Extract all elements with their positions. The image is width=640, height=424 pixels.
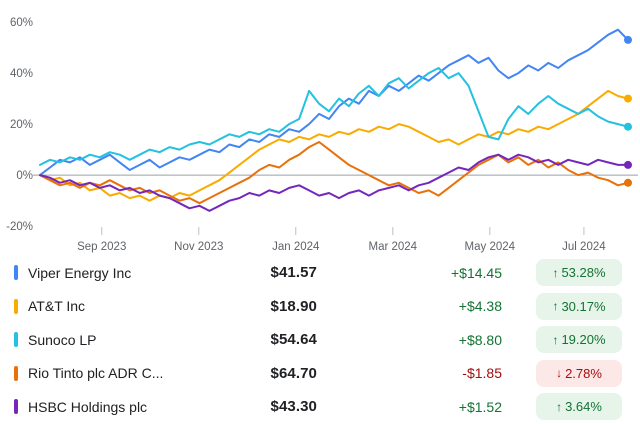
series-name: Rio Tinto plc ADR C...	[28, 365, 164, 382]
y-tick-label: -20%	[6, 221, 33, 233]
x-tick-label: Sep 2023	[77, 241, 126, 253]
series-color-bar	[14, 332, 18, 348]
change-value: +$4.38	[458, 298, 502, 315]
legend-row-hsbc[interactable]: HSBC Holdings plc $43.30 +$1.52 ↑ 3.64%	[14, 390, 622, 424]
series-end-dot-att	[624, 94, 632, 103]
series-name: Viper Energy Inc	[28, 264, 132, 281]
percent-value: 30.17%	[561, 298, 606, 314]
y-tick-label: 20%	[10, 119, 33, 131]
x-tick-label: Jan 2024	[272, 241, 320, 253]
percent-badge: ↑ 53.28%	[536, 259, 622, 287]
percent-value: 53.28%	[561, 265, 606, 281]
series-name: HSBC Holdings plc	[28, 398, 148, 415]
change-value: -$1.85	[462, 365, 502, 382]
series-end-dot-hsbc	[624, 160, 632, 169]
series-line-hsbc	[39, 153, 629, 212]
x-tick-label: Jul 2024	[562, 241, 606, 253]
price-value: $18.90	[270, 297, 317, 315]
price-value: $41.57	[270, 264, 317, 282]
change-value: +$1.52	[458, 398, 502, 415]
price-change-chart[interactable]: 60% 40% 20% 0% -20% Sep 2023 Nov 2023 Jan 2024 M…	[0, 0, 640, 253]
percent-badge: ↑ 30.17%	[536, 292, 622, 320]
series-color-bar	[14, 365, 18, 381]
trend-arrow-icon: ↑	[556, 399, 563, 414]
percent-value: 19.20%	[561, 332, 606, 348]
series-end-dot-viper-energy	[624, 35, 632, 44]
series-color-bar	[14, 399, 18, 415]
series-line-att	[39, 89, 629, 202]
x-tick-label: Nov 2023	[174, 241, 223, 253]
trend-arrow-icon: ↑	[552, 299, 559, 314]
percent-badge: ↑ 3.64%	[536, 393, 622, 421]
legend-row-sunoco[interactable]: Sunoco LP $54.64 +$8.80 ↑ 19.20%	[14, 323, 622, 357]
series-name: AT&T Inc	[28, 298, 86, 315]
legend-row-viper-energy[interactable]: Viper Energy Inc $41.57 +$14.45 ↑ 53.28%	[14, 256, 622, 290]
y-tick-label: 40%	[10, 68, 33, 80]
y-tick-label: 0%	[16, 170, 33, 182]
chart-canvas: 60% 40% 20% 0% -20% Sep 2023 Nov 2023 Jan 2024 M…	[6, 17, 638, 253]
series-color-bar	[14, 298, 18, 314]
percent-badge: ↑ 19.20%	[536, 326, 622, 354]
x-tick-label: May 2024	[465, 241, 516, 253]
stock-legend-list: Viper Energy Inc $41.57 +$14.45 ↑ 53.28%…	[0, 253, 640, 424]
price-value: $43.30	[270, 398, 317, 416]
percent-value: 3.64%	[565, 399, 602, 415]
change-value: +$8.80	[458, 331, 502, 348]
series-line-rio-tinto	[39, 141, 629, 205]
series-name: Sunoco LP	[28, 331, 97, 348]
series-end-dot-rio-tinto	[624, 178, 632, 187]
price-value: $54.64	[270, 331, 317, 349]
trend-arrow-icon: ↓	[556, 366, 563, 381]
legend-row-rio-tinto[interactable]: Rio Tinto plc ADR C... $64.70 -$1.85 ↓ 2…	[14, 357, 622, 391]
series-line-sunoco	[39, 67, 629, 166]
series-line-viper-energy	[39, 28, 629, 177]
percent-value: 2.78%	[565, 365, 602, 381]
series-color-bar	[14, 265, 18, 281]
trend-arrow-icon: ↑	[552, 265, 559, 280]
price-value: $64.70	[270, 364, 317, 382]
y-tick-label: 60%	[10, 17, 33, 29]
trend-arrow-icon: ↑	[552, 332, 559, 347]
legend-row-att[interactable]: AT&T Inc $18.90 +$4.38 ↑ 30.17%	[14, 290, 622, 324]
percent-badge: ↓ 2.78%	[536, 359, 622, 387]
x-tick-label: Mar 2024	[369, 241, 418, 253]
change-value: +$14.45	[451, 264, 502, 281]
series-end-dot-sunoco	[624, 122, 632, 131]
